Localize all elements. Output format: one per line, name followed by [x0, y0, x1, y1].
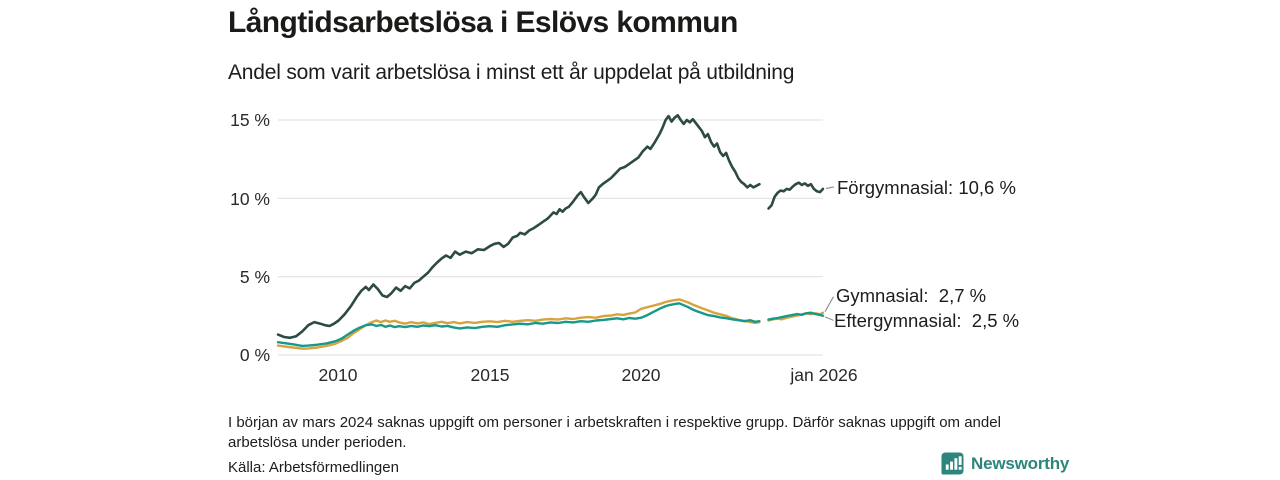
- series-label-gymnasial: Gymnasial: 2,7 %: [836, 285, 987, 306]
- chart-subtitle: Andel som varit arbetslösa i minst ett å…: [228, 61, 795, 84]
- series-line-förgymnasial-seg1: [767, 181, 825, 210]
- y-axis-tick-15: 15 %: [230, 110, 270, 130]
- series-line-förgymnasial-seg0: [276, 114, 761, 340]
- newsworthy-wordmark: Newsworthy: [971, 453, 1070, 473]
- series-line-eftergymnasial-seg0: [276, 302, 761, 348]
- footnote: I början av mars 2024 saknas uppgift om …: [228, 414, 1001, 451]
- page-title: Långtidsarbetslösa i Eslövs kommun: [228, 6, 738, 39]
- x-axis-tick-2020: 2020: [621, 365, 661, 385]
- x-axis-tick-2010: 2010: [318, 365, 358, 385]
- branding: Newsworthy: [941, 452, 1069, 475]
- source-attribution: Källa: Arbetsförmedlingen: [228, 459, 399, 476]
- series-line-gymnasial-seg0: [276, 298, 761, 350]
- series-label-forgymnasial: Förgymnasial: 10,6 %: [837, 177, 1016, 198]
- y-axis-tick-5: 5 %: [239, 267, 270, 287]
- x-axis-tick-jan-2026: jan 2026: [790, 365, 858, 385]
- y-axis-tick-10: 10 %: [230, 189, 270, 209]
- y-axis-tick-0: 0 %: [239, 345, 270, 365]
- leader-eftergymnasial: [824, 316, 834, 321]
- series-label-eftergymnasial: Eftergymnasial: 2,5 %: [834, 310, 1020, 331]
- series-line-eftergymnasial-seg1: [767, 311, 825, 321]
- leader-forgymnasial: [825, 186, 835, 189]
- x-axis-tick-2015: 2015: [470, 365, 510, 385]
- leader-gymnasial: [824, 296, 834, 312]
- newsworthy-logo-icon: [941, 452, 964, 475]
